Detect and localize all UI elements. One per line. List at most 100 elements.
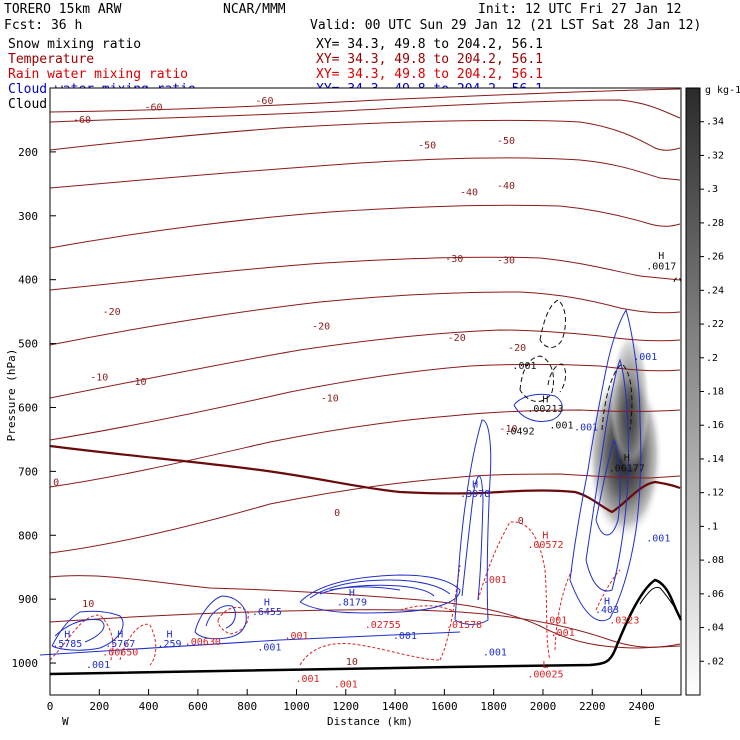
colorbar-tick-label: .22 xyxy=(706,319,724,330)
rain-label: L xyxy=(542,660,548,671)
cloud-water-label: H xyxy=(64,629,70,640)
colorbar-tick-label: .24 xyxy=(706,285,724,296)
cloud-water-label: .001 xyxy=(257,642,281,653)
colorbar-tick-label: .1 xyxy=(706,521,718,532)
cloud-water-label: .001 xyxy=(633,352,657,363)
temperature-labels: -60 -60 -60 -50 -50 -40 -40 -30 -30 -20 -20 -20 -20 -… xyxy=(53,96,526,668)
temperature-label: 10 xyxy=(82,599,94,610)
y-tick-label: 1000 xyxy=(12,657,39,670)
y-tick-label: 500 xyxy=(18,338,38,351)
x-axis-ticks: 0 200 400 600 800 1000 1200 1400 1600 1800 2000 220… xyxy=(47,689,655,713)
forecast-hour: Fcst: 36 h xyxy=(4,18,82,33)
colorbar-tick-label: .34 xyxy=(706,117,724,128)
temperature-label: -40 xyxy=(497,181,515,192)
x-tick-label: 2000 xyxy=(530,700,557,713)
plot-frame xyxy=(49,87,682,696)
x-tick-label: 0 xyxy=(47,700,54,713)
temperature-label: -20 xyxy=(508,343,526,354)
valid-time: Valid: 00 UTC Sun 29 Jan 12 (21 LST Sat … xyxy=(310,18,701,33)
rain-label: .0323 xyxy=(609,615,639,626)
rain-label: .001 xyxy=(543,615,567,626)
cloud-water-label: .5785 xyxy=(52,639,82,650)
cloud-water-contours xyxy=(39,308,642,656)
ice-snow-label: .001 xyxy=(549,421,573,432)
colorbar-tick-label: .02 xyxy=(706,656,724,667)
colorbar-tick-label: .12 xyxy=(706,488,724,499)
x-tick-label: 800 xyxy=(237,700,257,713)
temperature-label: 0 xyxy=(53,477,59,488)
ice-snow-label: H xyxy=(658,251,664,262)
temperature-label: -60 xyxy=(144,102,162,113)
rain-label: .001 xyxy=(296,674,320,685)
x-tick-label: 1000 xyxy=(283,700,310,713)
rain-label: .02755 xyxy=(365,620,401,631)
ice-snow-label: .0492 xyxy=(504,426,534,437)
y-tick-label: 200 xyxy=(18,146,38,159)
rain-label: .001 xyxy=(483,575,507,586)
rain-labels: H.00572.001.02755.01578.001.001.001.0065… xyxy=(102,530,639,690)
cloud-water-label: .5767 xyxy=(105,639,135,650)
cloud-water-label: .001 xyxy=(574,422,598,433)
x-tick-label: 200 xyxy=(89,700,109,713)
temperature-label: -10 xyxy=(321,394,339,405)
x-end-label-right: E xyxy=(654,715,661,728)
temperature-label: -20 xyxy=(312,322,330,333)
colorbar-tick-label: .3 xyxy=(706,184,718,195)
temperature-label: -60 xyxy=(73,115,91,126)
temperature-label: 10 xyxy=(346,657,358,668)
rain-label: .001 xyxy=(551,628,575,639)
cloud-water-label: H xyxy=(604,596,610,607)
ice-snow-label: .06177 xyxy=(609,463,645,474)
y-axis-label: Pressure (hPa) xyxy=(5,349,18,442)
cloud-water-label: .001 xyxy=(393,631,417,642)
legend-entry-xy: XY= 34.3, 49.8 to 204.2, 56.1 xyxy=(316,67,543,82)
temperature-label: -30 xyxy=(445,254,463,265)
x-tick-label: 1400 xyxy=(382,700,409,713)
ice-snow-label: .0017 xyxy=(646,261,676,272)
cloud-water-label: .259 xyxy=(157,639,181,650)
temperature-label: 0 xyxy=(518,516,524,527)
temperature-label: 0 xyxy=(334,508,340,519)
legend-entry-name: Temperature xyxy=(8,52,94,67)
colorbar-tick-label: .08 xyxy=(706,555,724,566)
legend-entry-xy: XY= 34.3, 49.8 to 204.2, 56.1 xyxy=(316,37,543,52)
cloud-water-label: .6455 xyxy=(252,607,282,618)
colorbar-tick-label: .32 xyxy=(706,150,724,161)
ice-snow-label: H xyxy=(542,394,548,405)
y-tick-label: 300 xyxy=(18,210,38,223)
legend-entry-name: Rain water mixing ratio xyxy=(8,67,188,82)
colorbar-tick-label: .04 xyxy=(706,623,724,634)
y-axis-ticks: 200 300 400 500 600 700 800 900 1000 xyxy=(12,146,56,670)
legend-entry-xy: XY= 34.3, 49.8 to 204.2, 56.1 xyxy=(316,52,543,67)
x-tick-label: 2400 xyxy=(628,700,655,713)
y-tick-label: 800 xyxy=(18,529,38,542)
colorbar-tick-label: .16 xyxy=(706,420,724,431)
temperature-label: -20 xyxy=(103,307,121,318)
x-tick-label: 600 xyxy=(188,700,208,713)
temperature-label: -60 xyxy=(255,96,273,107)
y-tick-label: 700 xyxy=(18,465,38,478)
rain-label: H xyxy=(542,530,548,541)
colorbar-unit: g kg-1 xyxy=(705,85,740,96)
x-tick-label: 1600 xyxy=(431,700,458,713)
rain-label: .001 xyxy=(334,679,358,690)
x-end-label-left: W xyxy=(62,715,69,728)
cloud-water-label: .001 xyxy=(483,647,507,658)
cloud-water-labels: H.3978H.8179H.6455H.5785H.5767H.259.001.… xyxy=(52,352,670,671)
y-tick-label: 900 xyxy=(18,593,38,606)
x-tick-label: 1200 xyxy=(333,700,360,713)
y-tick-label: 400 xyxy=(18,274,38,287)
temperature-label: -30 xyxy=(497,256,515,267)
colorbar xyxy=(685,87,701,696)
colorbar-tick-label: .26 xyxy=(706,252,724,263)
cloud-water-label: .001 xyxy=(646,534,670,545)
cloud-water-label: .3978 xyxy=(460,489,490,500)
colorbar-tick-label: .06 xyxy=(706,589,724,600)
temperature-label: -40 xyxy=(460,187,478,198)
colorbar-ticks: .02 .04 .06 .08 .1 .12 .14 .16 .18 .2 .22 .24 .26 .28… xyxy=(700,117,724,667)
temperature-label: -10 xyxy=(90,373,108,384)
cloud-water-label: .001 xyxy=(86,660,110,671)
temperature-label: -50 xyxy=(418,141,436,152)
